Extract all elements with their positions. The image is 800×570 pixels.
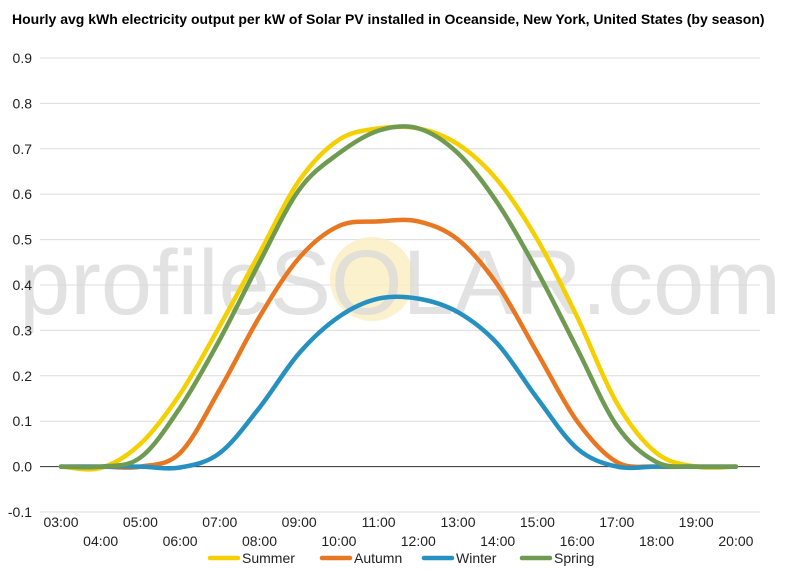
x-tick-label: 19:00 <box>679 514 714 530</box>
y-tick-label: 0.5 <box>13 232 33 248</box>
x-tick-label: 06:00 <box>163 533 198 549</box>
x-tick-label: 04:00 <box>83 533 118 549</box>
y-tick-label: 0.0 <box>13 459 33 475</box>
chart-title: Hourly avg kWh electricity output per kW… <box>12 11 765 27</box>
x-tick-label: 16:00 <box>560 533 595 549</box>
y-tick-label: 0.1 <box>13 413 33 429</box>
x-tick-label: 20:00 <box>718 533 753 549</box>
y-tick-label: 0.6 <box>13 186 33 202</box>
x-tick-label: 05:00 <box>123 514 158 530</box>
watermark-sun-icon <box>330 237 414 321</box>
legend-label-summer: Summer <box>242 550 295 566</box>
x-tick-label: 18:00 <box>639 533 674 549</box>
watermark: profileSOLAR.com <box>19 232 781 334</box>
x-tick-label: 08:00 <box>242 533 277 549</box>
x-tick-label: 14:00 <box>480 533 515 549</box>
series-line-spring <box>58 124 739 470</box>
legend-label-spring: Spring <box>554 550 594 566</box>
series-line-winter <box>58 294 739 471</box>
x-tick-label: 12:00 <box>401 533 436 549</box>
y-tick-label: 0.3 <box>13 322 33 338</box>
x-tick-label: 10:00 <box>321 533 356 549</box>
x-tick-label: 15:00 <box>520 514 555 530</box>
y-tick-label: 0.9 <box>13 50 33 66</box>
y-tick-label: 0.4 <box>13 277 33 293</box>
x-tick-label: 07:00 <box>202 514 237 530</box>
grid-lines <box>40 57 760 513</box>
y-tick-label: 0.2 <box>13 368 33 384</box>
watermark-text: profileSOLAR.com <box>19 232 781 334</box>
legend: Summer Autumn Winter Spring <box>207 550 594 566</box>
x-tick-label: 03:00 <box>43 514 78 530</box>
legend-label-winter: Winter <box>456 550 497 566</box>
y-tick-label: -0.1 <box>8 504 32 520</box>
y-tick-label: 0.7 <box>13 141 33 157</box>
x-tick-label: 11:00 <box>362 514 396 530</box>
y-tick-label: 0.8 <box>13 95 33 111</box>
x-tick-label: 17:00 <box>599 514 634 530</box>
series-lines <box>58 124 739 472</box>
x-tick-label: 13:00 <box>440 514 475 530</box>
series-line-autumn <box>58 217 739 470</box>
y-axis-ticks: -0.1 0.0 0.1 0.2 0.3 0.4 0.5 0.6 0.7 0.8 0.9 <box>8 50 32 520</box>
x-tick-label: 09:00 <box>282 514 317 530</box>
legend-label-autumn: Autumn <box>354 550 402 566</box>
